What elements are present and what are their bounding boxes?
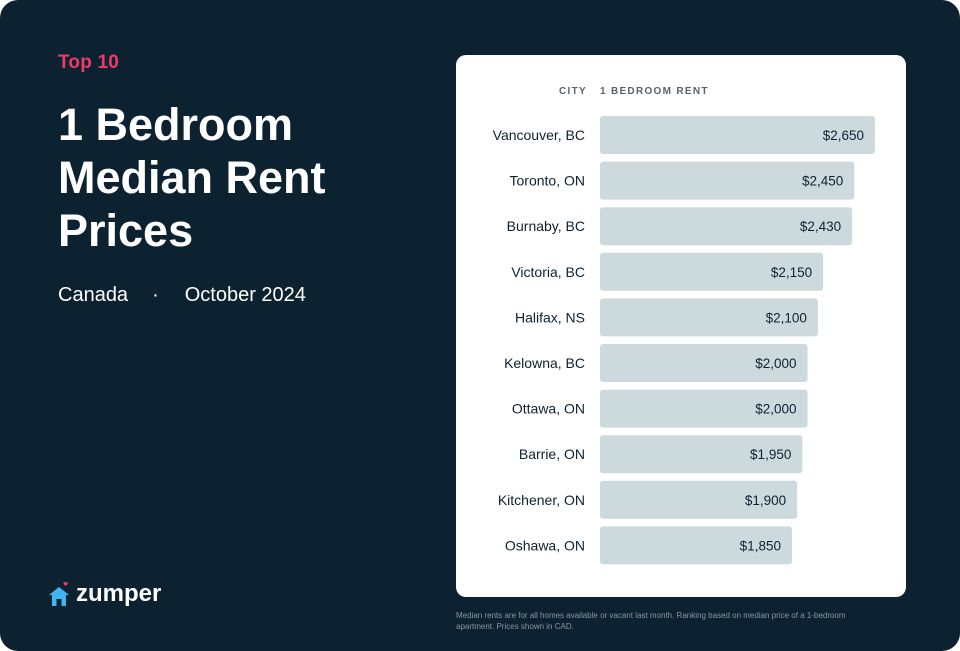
category-label-4: Halifax, NS xyxy=(515,309,585,325)
bar-8 xyxy=(600,480,798,519)
value-label-6: $2,000 xyxy=(755,402,796,417)
date-label: October 2024 xyxy=(184,284,306,306)
subtitle-line: Canada · October 2024 xyxy=(58,284,306,307)
page-title: 1 Bedroom Median Rent Prices xyxy=(58,99,326,256)
category-label-0: Vancouver, BC xyxy=(493,127,585,143)
category-label-8: Kitchener, ON xyxy=(498,492,585,508)
value-label-4: $2,100 xyxy=(766,310,807,325)
bar-5 xyxy=(600,344,808,382)
value-label-1: $2,450 xyxy=(802,174,843,189)
bar-7 xyxy=(600,435,803,474)
bar-3 xyxy=(600,252,824,291)
value-label-0: $2,650 xyxy=(823,128,864,143)
category-label-3: Victoria, BC xyxy=(511,264,585,280)
bar-4 xyxy=(600,298,818,337)
value-label-9: $1,850 xyxy=(740,538,781,553)
brand-logo: zumper xyxy=(48,580,161,608)
bar-1 xyxy=(600,161,855,200)
value-label-3: $2,150 xyxy=(771,265,812,280)
brand-name: zumper xyxy=(76,580,162,607)
column-header-rent: 1 BEDROOM RENT xyxy=(600,86,709,97)
region-label: Canada xyxy=(58,284,129,306)
value-label-8: $1,900 xyxy=(745,493,786,508)
bar-6 xyxy=(600,389,808,428)
category-label-6: Ottawa, ON xyxy=(512,401,585,417)
column-header-city: CITY xyxy=(559,86,587,97)
separator-dot: · xyxy=(152,284,159,306)
bar-9 xyxy=(600,526,792,565)
category-label-7: Barrie, ON xyxy=(519,446,585,462)
value-label-2: $2,430 xyxy=(800,219,841,234)
category-label-9: Oshawa, ON xyxy=(505,537,585,553)
value-label-5: $2,000 xyxy=(755,356,796,371)
bar-2 xyxy=(600,207,853,246)
category-label-1: Toronto, ON xyxy=(510,173,585,189)
value-label-7: $1,950 xyxy=(750,447,791,462)
category-label-5: Kelowna, BC xyxy=(504,355,585,371)
house-heart-icon xyxy=(49,582,69,606)
category-label-2: Burnaby, BC xyxy=(507,218,585,234)
eyebrow-label: Top 10 xyxy=(58,52,120,73)
bar-0 xyxy=(600,116,875,154)
footnote: Median rents are for all homes available… xyxy=(456,611,846,631)
